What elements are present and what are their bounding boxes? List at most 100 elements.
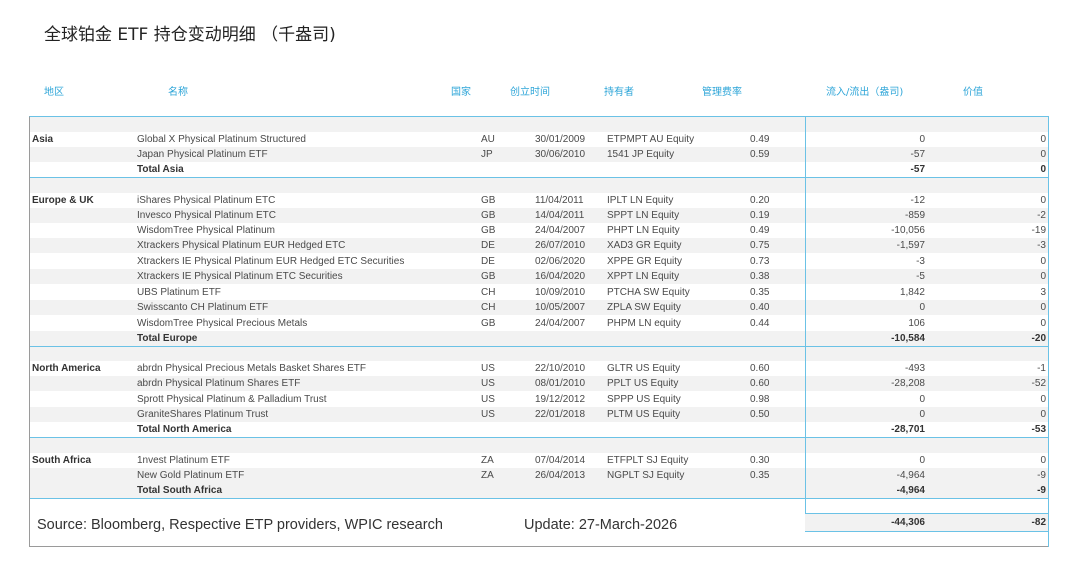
spacer-row <box>30 438 1048 453</box>
table-row: South Africa 1nvest Platinum ETF ZA 07/0… <box>30 453 1048 468</box>
region-label: North America <box>32 363 101 374</box>
total-label: Total Europe <box>137 333 198 344</box>
value-cell: 0 <box>1040 256 1046 267</box>
value-cell: -19 <box>1031 225 1046 236</box>
inception-date: 10/09/2010 <box>535 287 586 298</box>
flow-value: -10,056 <box>891 225 925 236</box>
page-title: 全球铂金 ETF 持仓变动明细 （千盎司) <box>44 25 336 45</box>
holder-ticker: NGPLT SJ Equity <box>607 470 685 481</box>
fund-name: New Gold Platinum ETF <box>137 470 245 481</box>
fee-rate: 0.59 <box>750 149 770 160</box>
value-cell: 0 <box>1040 134 1046 145</box>
value-cell: -1 <box>1037 363 1046 374</box>
fee-rate: 0.35 <box>750 470 770 481</box>
value-cell: 3 <box>1040 287 1046 298</box>
country-code: GB <box>481 318 496 329</box>
holder-ticker: PTCHA SW Equity <box>607 287 690 298</box>
column-divider <box>805 116 806 532</box>
region-label: Europe & UK <box>32 195 94 206</box>
total-row: Total Europe -10,584 -20 <box>30 331 1048 347</box>
inception-date: 26/04/2013 <box>535 470 586 481</box>
country-code: AU <box>481 134 495 145</box>
value-cell: 0 <box>1040 455 1046 466</box>
country-code: DE <box>481 256 495 267</box>
inception-date: 10/05/2007 <box>535 302 586 313</box>
holder-ticker: ZPLA SW Equity <box>607 302 681 313</box>
flow-value: -28,208 <box>891 378 925 389</box>
header-value: 价值 <box>963 87 983 98</box>
table-row: New Gold Platinum ETF ZA 26/04/2013 NGPL… <box>30 468 1048 483</box>
fund-name: WisdomTree Physical Precious Metals <box>137 318 308 329</box>
inception-date: 22/10/2010 <box>535 363 586 374</box>
table-row: WisdomTree Physical Platinum GB 24/04/20… <box>30 223 1048 238</box>
table-row: Japan Physical Platinum ETF JP 30/06/201… <box>30 147 1048 162</box>
country-code: GB <box>481 210 496 221</box>
holder-ticker: XPPT LN Equity <box>607 271 680 282</box>
fund-name: Japan Physical Platinum ETF <box>137 149 268 160</box>
flow-value: -57 <box>910 164 925 175</box>
header-flow: 流入/流出（盎司) <box>826 87 904 98</box>
flow-value: -57 <box>910 149 925 160</box>
divider <box>30 177 1048 178</box>
holder-ticker: SPPT LN Equity <box>607 210 680 221</box>
fee-rate: 0.98 <box>750 394 770 405</box>
table-row: Invesco Physical Platinum ETC GB 14/04/2… <box>30 208 1048 223</box>
total-label: Total North America <box>137 424 232 435</box>
fee-rate: 0.38 <box>750 271 770 282</box>
flow-value: 0 <box>919 455 925 466</box>
table-row: WisdomTree Physical Precious Metals GB 2… <box>30 316 1048 331</box>
value-cell: 0 <box>1040 271 1046 282</box>
table-row: Europe & UK iShares Physical Platinum ET… <box>30 193 1048 208</box>
spacer-row <box>30 117 1048 132</box>
country-code: CH <box>481 287 496 298</box>
value-cell: -9 <box>1037 485 1046 496</box>
fund-name: Xtrackers IE Physical Platinum EUR Hedge… <box>137 256 405 267</box>
inception-date: 08/01/2010 <box>535 378 586 389</box>
holder-ticker: PLTM US Equity <box>607 409 681 420</box>
holder-ticker: IPLT LN Equity <box>607 195 674 206</box>
region-label: South Africa <box>32 455 92 466</box>
fee-rate: 0.20 <box>750 195 770 206</box>
holder-ticker: ETFPLT SJ Equity <box>607 455 689 466</box>
header-date: 创立时间 <box>510 87 550 98</box>
total-label: Total Asia <box>137 164 184 175</box>
flow-value: -5 <box>916 271 925 282</box>
flow-value: -859 <box>904 210 925 221</box>
flow-value: 0 <box>919 409 925 420</box>
fee-rate: 0.35 <box>750 287 770 298</box>
fund-name: Global X Physical Platinum Structured <box>137 134 306 145</box>
flow-value: -28,701 <box>891 424 925 435</box>
country-code: US <box>481 394 495 405</box>
value-cell: -53 <box>1031 424 1046 435</box>
value-cell: 0 <box>1040 318 1046 329</box>
table-frame <box>29 116 1049 547</box>
fund-name: abrdn Physical Platinum Shares ETF <box>137 378 301 389</box>
inception-date: 11/04/2011 <box>535 195 584 206</box>
region-label: Asia <box>32 134 54 145</box>
value-cell: 0 <box>1040 394 1046 405</box>
inception-date: 30/01/2009 <box>535 134 586 145</box>
inception-date: 16/04/2020 <box>535 271 586 282</box>
fee-rate: 0.19 <box>750 210 770 221</box>
flow-value: 106 <box>908 318 925 329</box>
table-row: UBS Platinum ETF CH 10/09/2010 PTCHA SW … <box>30 285 1048 300</box>
country-code: CH <box>481 302 496 313</box>
total-row: Total Asia -57 0 <box>30 162 1048 178</box>
value-cell: -52 <box>1031 378 1046 389</box>
total-row: Total North America -28,701 -53 <box>30 422 1048 438</box>
table-row: abrdn Physical Platinum Shares ETF US 08… <box>30 376 1048 391</box>
flow-value: -4,964 <box>896 470 925 481</box>
inception-date: 26/07/2010 <box>535 240 586 251</box>
country-code: US <box>481 378 495 389</box>
divider <box>30 437 1048 438</box>
table-row: Xtrackers IE Physical Platinum ETC Secur… <box>30 269 1048 284</box>
country-code: GB <box>481 195 496 206</box>
country-code: US <box>481 409 495 420</box>
table-row: GraniteShares Platinum Trust US 22/01/20… <box>30 407 1048 422</box>
spacer-row <box>30 178 1048 193</box>
fund-name: Sprott Physical Platinum & Palladium Tru… <box>137 394 327 405</box>
value-cell: -3 <box>1037 240 1046 251</box>
fee-rate: 0.73 <box>750 256 770 267</box>
flow-value: 0 <box>919 134 925 145</box>
divider <box>30 346 1048 347</box>
